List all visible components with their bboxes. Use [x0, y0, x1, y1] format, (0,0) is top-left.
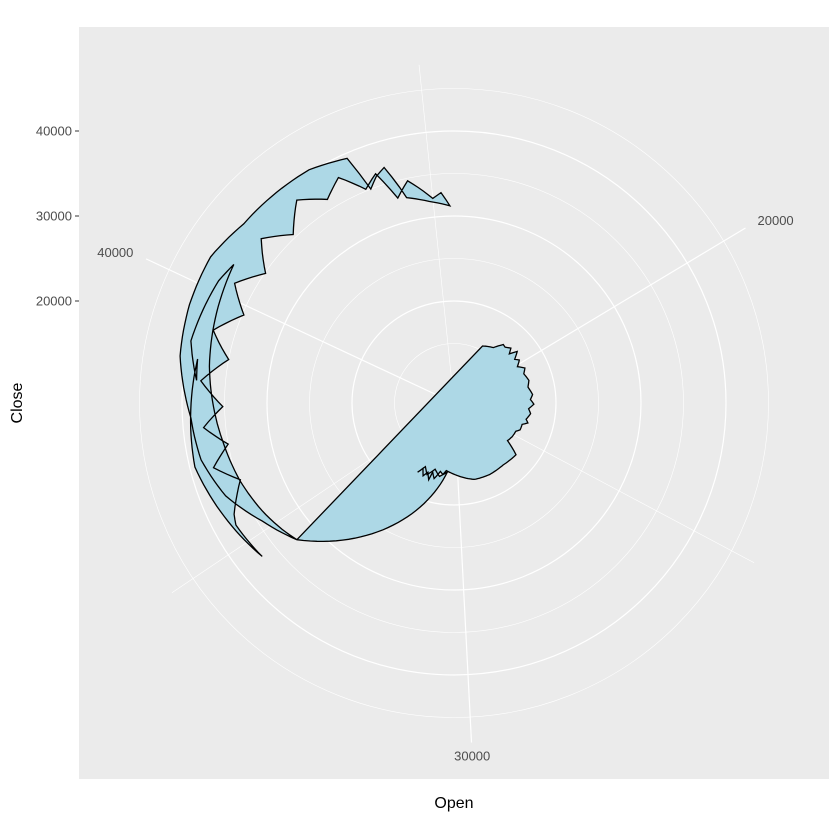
y-axis-title: Close: [9, 382, 26, 423]
angular-tick-label: 20000: [758, 213, 794, 228]
radial-minor-gridline: [139, 88, 769, 718]
angular-tick-labels: 20000 30000 40000: [97, 213, 793, 764]
radial-gridline: [181, 130, 727, 676]
radial-tick-label: 30000: [36, 209, 72, 224]
area-series: [179, 157, 535, 557]
radial-gridline: [351, 300, 557, 506]
angular-tick-label: 30000: [454, 749, 490, 764]
radial-gridline: [266, 215, 642, 591]
radial-tick-label: 20000: [36, 294, 72, 309]
x-axis-title: Open: [434, 795, 473, 812]
radial-minor-gridline: [309, 258, 599, 548]
radial-minor-gridline: [224, 173, 684, 633]
angular-tick-label: 40000: [97, 245, 133, 260]
radial-axis: 20000 30000 40000: [36, 124, 79, 309]
radial-tick-label: 40000: [36, 124, 72, 139]
angular-minor-gridline: [418, 64, 455, 404]
area-layer: [179, 157, 535, 557]
